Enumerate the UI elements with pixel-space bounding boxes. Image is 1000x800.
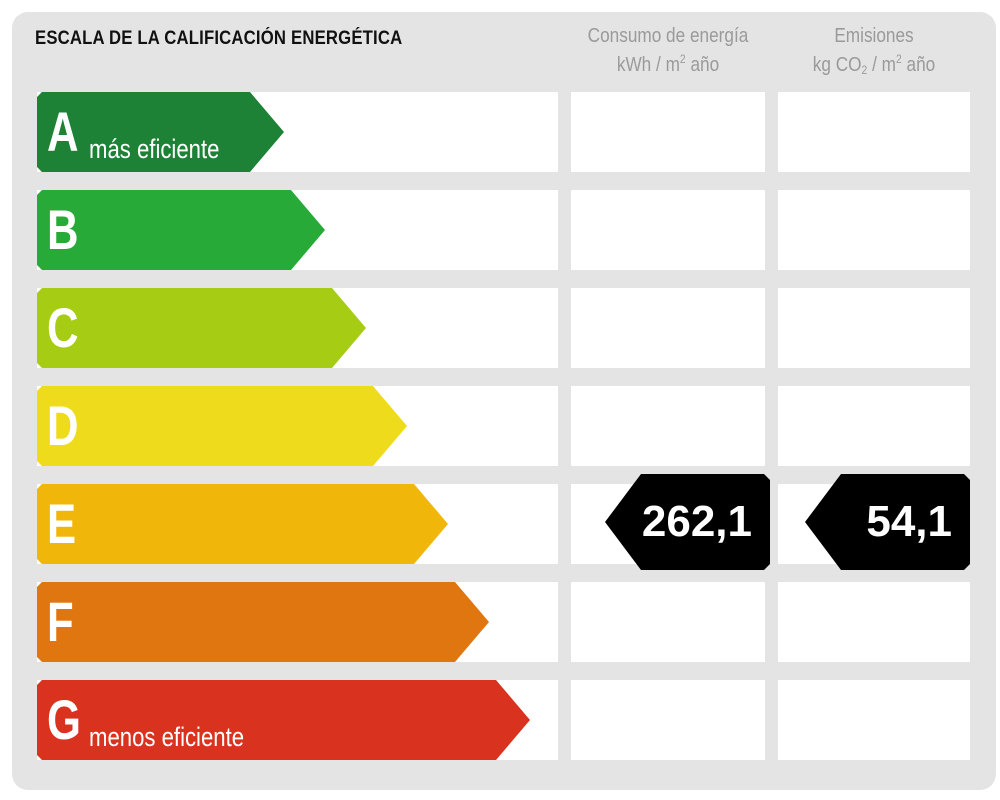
label-title: ESCALA DE LA CALIFICACIÓN ENERGÉTICA bbox=[35, 28, 403, 49]
class-letter: D bbox=[47, 394, 79, 457]
class-letter: A bbox=[47, 100, 79, 163]
class-arrow-e: E bbox=[37, 484, 448, 564]
class-letter: G bbox=[47, 688, 81, 751]
emisiones-header-line1: Emisiones bbox=[834, 25, 914, 47]
class-letter: E bbox=[47, 492, 77, 555]
class-row-f: F bbox=[0, 582, 1000, 662]
consumo-cell bbox=[571, 190, 765, 270]
class-arrow-c: C bbox=[37, 288, 366, 368]
class-sublabel: más eficiente bbox=[89, 134, 220, 164]
consumo-cell bbox=[571, 386, 765, 466]
class-row-b: B bbox=[0, 190, 1000, 270]
consumo-cell bbox=[571, 288, 765, 368]
consumo-cell bbox=[571, 92, 765, 172]
consumo-rating-indicator: 262,1 bbox=[605, 474, 770, 570]
emisiones-rating-indicator: 54,1 bbox=[805, 474, 970, 570]
consumo-cell bbox=[571, 582, 765, 662]
class-letter: C bbox=[47, 296, 79, 359]
class-sublabel: menos eficiente bbox=[89, 722, 245, 752]
emisiones-cell bbox=[778, 386, 970, 466]
emisiones-cell bbox=[778, 190, 970, 270]
consumo-header-unit: kWh / m2 año bbox=[616, 52, 720, 76]
class-row-e: E 262,1 54,1 bbox=[0, 484, 1000, 564]
class-row-d: D bbox=[0, 386, 1000, 466]
class-letter: B bbox=[47, 198, 79, 261]
emisiones-header-unit: kg CO2 / m2 año bbox=[812, 52, 936, 77]
emisiones-cell bbox=[778, 288, 970, 368]
emisiones-cell bbox=[778, 92, 970, 172]
emisiones-column-header: Emisiones kg CO2 / m2 año bbox=[791, 22, 956, 80]
consumo-cell bbox=[571, 680, 765, 760]
emisiones-cell bbox=[778, 680, 970, 760]
consumo-column-header: Consumo de energía kWh / m2 año bbox=[585, 22, 752, 80]
class-arrow-b: B bbox=[37, 190, 325, 270]
class-arrow-d: D bbox=[37, 386, 407, 466]
emisiones-cell bbox=[778, 582, 970, 662]
class-arrow-f: F bbox=[37, 582, 489, 662]
class-row-c: C bbox=[0, 288, 1000, 368]
consumo-header-line1: Consumo de energía bbox=[587, 25, 749, 47]
class-letter: F bbox=[47, 590, 74, 653]
